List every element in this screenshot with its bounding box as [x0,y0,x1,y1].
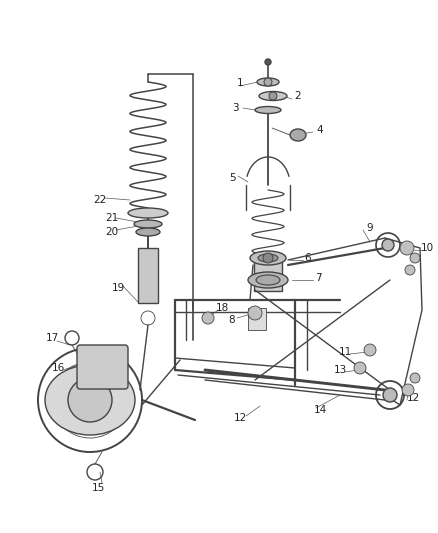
Ellipse shape [136,228,160,236]
Ellipse shape [128,208,168,218]
Bar [138,248,158,303]
Text: 4: 4 [317,125,323,135]
Text: 17: 17 [46,333,59,343]
Ellipse shape [248,272,288,288]
Ellipse shape [45,365,135,435]
Text: 16: 16 [51,363,65,373]
Bar [248,308,266,330]
Text: 20: 20 [106,227,119,237]
Ellipse shape [256,275,280,285]
Text: 1: 1 [237,78,244,88]
Ellipse shape [134,220,162,228]
Circle shape [383,388,397,402]
Circle shape [405,265,415,275]
Circle shape [410,373,420,383]
Ellipse shape [257,78,279,86]
Ellipse shape [258,254,278,262]
Text: 12: 12 [233,413,247,423]
FancyBboxPatch shape [77,345,128,389]
Text: 22: 22 [93,195,106,205]
Text: 2: 2 [295,91,301,101]
Text: 9: 9 [367,223,373,233]
Text: 12: 12 [406,393,420,403]
Bar [254,256,282,291]
Text: 14: 14 [313,405,327,415]
Ellipse shape [290,129,306,141]
Circle shape [400,241,414,255]
Text: 11: 11 [339,347,352,357]
Text: 8: 8 [229,315,235,325]
Text: 5: 5 [229,173,235,183]
Circle shape [364,344,376,356]
Text: 19: 19 [111,283,125,293]
Text: 3: 3 [232,103,238,113]
Ellipse shape [250,251,286,265]
Circle shape [264,78,272,86]
Circle shape [382,239,394,251]
Circle shape [202,312,214,324]
Text: 7: 7 [314,273,321,283]
Text: 21: 21 [106,213,119,223]
Circle shape [402,384,414,396]
Text: 18: 18 [215,303,229,313]
Circle shape [248,306,262,320]
Text: 15: 15 [92,483,105,493]
Text: 13: 13 [333,365,346,375]
Text: 10: 10 [420,243,434,253]
Circle shape [410,253,420,263]
Circle shape [263,253,273,263]
Ellipse shape [259,92,287,101]
Text: 6: 6 [305,253,311,263]
Circle shape [354,362,366,374]
Circle shape [68,378,112,422]
Circle shape [269,92,277,100]
Ellipse shape [255,107,281,114]
Circle shape [265,59,271,65]
